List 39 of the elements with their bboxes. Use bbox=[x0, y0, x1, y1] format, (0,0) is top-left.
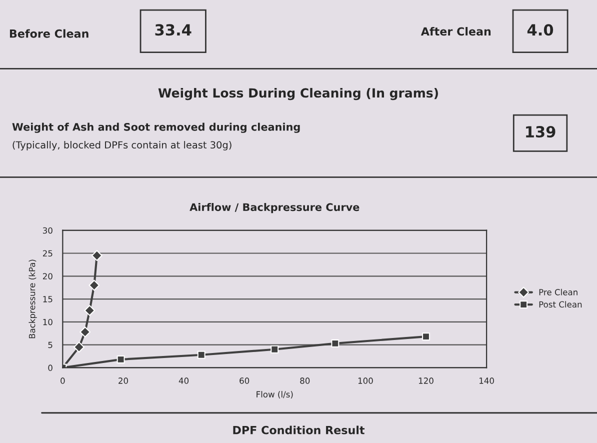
text: (Typically, blocked DPFs contain at least 30g) bbox=[12, 141, 232, 150]
point bbox=[422, 332, 430, 341]
text: Weight of Ash and Soot removed during cleaning bbox=[12, 122, 300, 133]
point bbox=[84, 305, 96, 316]
x-tick-label: 60 bbox=[240, 378, 250, 384]
x-tick-label: 20 bbox=[118, 378, 128, 384]
legend-label: Post Clean bbox=[539, 301, 582, 308]
point bbox=[80, 326, 91, 338]
text: Before Clean bbox=[10, 29, 88, 38]
y-tick-label: 20 bbox=[42, 273, 52, 280]
y-tick-label: 15 bbox=[43, 296, 52, 302]
x-tick-label: 0 bbox=[60, 378, 65, 384]
point bbox=[270, 345, 279, 354]
x-tick-label: 80 bbox=[300, 378, 310, 384]
y-tick-label: 5 bbox=[48, 342, 52, 348]
point bbox=[331, 339, 340, 348]
point bbox=[88, 280, 100, 291]
x-axis-title: Flow (l/s) bbox=[256, 391, 293, 398]
point bbox=[74, 342, 84, 353]
x-tick-label: 120 bbox=[418, 378, 434, 384]
x-tick-label: 100 bbox=[358, 378, 373, 384]
point bbox=[116, 355, 125, 364]
point bbox=[91, 250, 102, 261]
chart-title: Airflow / Backpressure Curve bbox=[190, 203, 360, 214]
point bbox=[197, 350, 206, 359]
text: 139 bbox=[526, 126, 556, 138]
y-tick-label: 0 bbox=[48, 364, 52, 371]
y-tick-label: 25 bbox=[42, 250, 52, 257]
text: Weight Loss During Cleaning (In grams) bbox=[158, 88, 438, 100]
x-tick-label: 40 bbox=[178, 378, 189, 384]
text: After Clean bbox=[420, 26, 491, 36]
y-axis-title: Backpressure (kPa) bbox=[28, 260, 37, 338]
text: DPF Condition Result bbox=[233, 426, 365, 434]
text: 4.0 bbox=[527, 24, 554, 36]
y-tick-label: 30 bbox=[42, 227, 52, 234]
text: 33.4 bbox=[155, 24, 192, 36]
legend-label: Pre Clean bbox=[539, 288, 578, 296]
x-tick-label: 140 bbox=[480, 378, 494, 384]
y-tick-label: 10 bbox=[43, 318, 52, 326]
